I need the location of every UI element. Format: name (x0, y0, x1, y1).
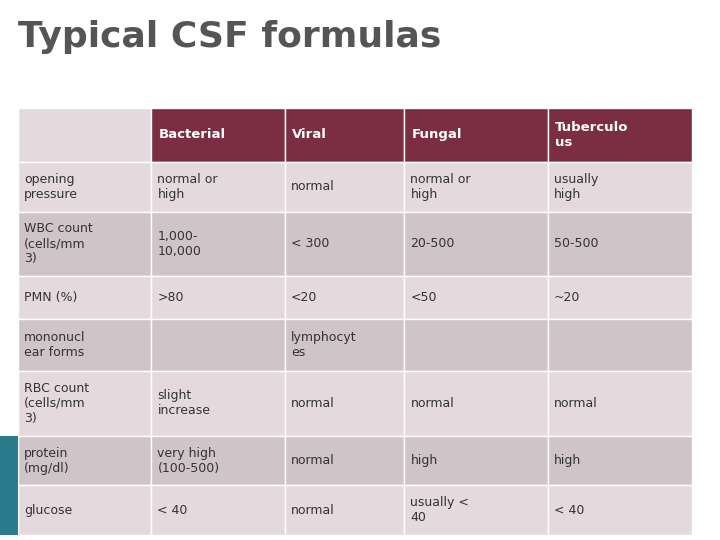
Bar (151, 319, 285, 371)
Text: Tuberculo
us: Tuberculo us (555, 121, 629, 149)
Bar (548, 162, 692, 212)
Text: Bacterial: Bacterial (158, 129, 225, 141)
Bar (405, 212, 548, 276)
Text: Viral: Viral (292, 129, 327, 141)
Bar (548, 212, 692, 276)
Text: PMN (%): PMN (%) (24, 291, 77, 304)
Text: mononucl
ear forms: mononucl ear forms (24, 331, 86, 359)
Text: <20: <20 (291, 291, 317, 304)
Text: ~20: ~20 (554, 291, 580, 304)
Text: very high
(100-500): very high (100-500) (158, 447, 220, 475)
Text: < 300: < 300 (291, 238, 329, 251)
Text: normal or
high: normal or high (410, 173, 471, 201)
Text: WBC count
(cells/mm
3): WBC count (cells/mm 3) (24, 222, 93, 265)
Bar (405, 371, 548, 436)
Text: opening
pressure: opening pressure (24, 173, 78, 201)
Bar (151, 371, 285, 436)
Text: usually
high: usually high (554, 173, 598, 201)
Text: normal: normal (291, 180, 335, 193)
Text: 50-500: 50-500 (554, 238, 598, 251)
Bar (18, 319, 151, 371)
Bar (151, 485, 285, 535)
Bar (18, 436, 151, 485)
Bar (548, 108, 692, 162)
Bar (405, 162, 548, 212)
Text: <50: <50 (410, 291, 437, 304)
Text: lymphocyt
es: lymphocyt es (291, 331, 356, 359)
Text: >80: >80 (158, 291, 184, 304)
Bar (285, 485, 405, 535)
Text: < 40: < 40 (554, 504, 585, 517)
Text: < 40: < 40 (158, 504, 188, 517)
Bar (151, 212, 285, 276)
Bar (151, 108, 285, 162)
Text: normal: normal (410, 397, 454, 410)
Bar (405, 108, 548, 162)
Bar (285, 162, 405, 212)
Bar (548, 371, 692, 436)
Bar (548, 319, 692, 371)
Text: high: high (410, 454, 438, 467)
Bar (18, 212, 151, 276)
Text: Fungal: Fungal (411, 129, 462, 141)
Bar (18, 276, 151, 319)
Text: normal or
high: normal or high (158, 173, 218, 201)
Bar (151, 276, 285, 319)
Text: high: high (554, 454, 581, 467)
Text: slight
increase: slight increase (158, 389, 210, 417)
Bar (405, 319, 548, 371)
Bar (18, 162, 151, 212)
Bar (548, 485, 692, 535)
Bar (285, 436, 405, 485)
Bar (548, 436, 692, 485)
Bar (405, 485, 548, 535)
Text: normal: normal (291, 454, 335, 467)
Text: normal: normal (291, 397, 335, 410)
Bar (151, 162, 285, 212)
Bar (18, 108, 151, 162)
Bar (405, 436, 548, 485)
Text: usually <
40: usually < 40 (410, 496, 469, 524)
Bar (285, 108, 405, 162)
Bar (18, 371, 151, 436)
Bar (405, 276, 548, 319)
Bar (285, 212, 405, 276)
Bar (18, 485, 151, 535)
Text: 1,000-
10,000: 1,000- 10,000 (158, 230, 202, 258)
Bar (151, 436, 285, 485)
Text: RBC count
(cells/mm
3): RBC count (cells/mm 3) (24, 382, 89, 425)
Text: protein
(mg/dl): protein (mg/dl) (24, 447, 70, 475)
Bar (285, 319, 405, 371)
Bar (548, 276, 692, 319)
Text: normal: normal (554, 397, 598, 410)
Bar (285, 371, 405, 436)
Bar (285, 276, 405, 319)
Text: glucose: glucose (24, 504, 72, 517)
Text: normal: normal (291, 504, 335, 517)
Text: 20-500: 20-500 (410, 238, 455, 251)
Bar (0, 436, 18, 535)
Text: Typical CSF formulas: Typical CSF formulas (18, 20, 441, 54)
